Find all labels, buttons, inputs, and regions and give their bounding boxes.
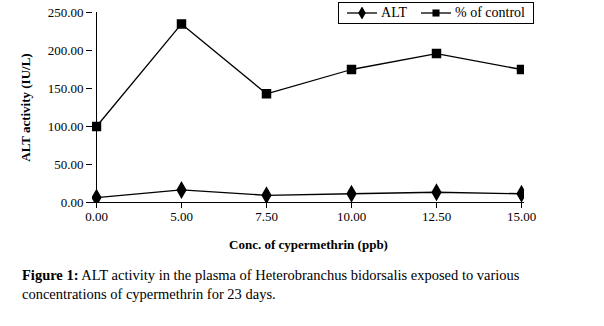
html-text:% of control: % of control	[455, 5, 525, 20]
svg-text:100.00: 100.00	[48, 119, 84, 134]
svg-text:5.00: 5.00	[170, 209, 193, 224]
svg-text:0.00: 0.00	[85, 209, 108, 224]
svg-text:50.00: 50.00	[54, 157, 83, 172]
html-text:Figure 1: ALT activity in the: Figure 1: ALT activity in the plasma of …	[22, 267, 520, 302]
svg-text:10.00: 10.00	[337, 209, 366, 224]
svg-text:ALT activity (IU/L): ALT activity (IU/L)	[18, 53, 33, 161]
svg-text:150.00: 150.00	[48, 81, 84, 96]
svg-text:7.50: 7.50	[255, 209, 278, 224]
svg-text:12.50: 12.50	[422, 209, 451, 224]
svg-text:15.00: 15.00	[507, 209, 536, 224]
svg-text:250.00: 250.00	[48, 5, 84, 20]
svg-text:0.00: 0.00	[61, 195, 84, 210]
svg-text:200.00: 200.00	[48, 43, 84, 58]
svg-text:Conc. of cypermethrin (ppb): Conc. of cypermethrin (ppb)	[229, 237, 388, 252]
html-text:ALT: ALT	[381, 5, 407, 20]
